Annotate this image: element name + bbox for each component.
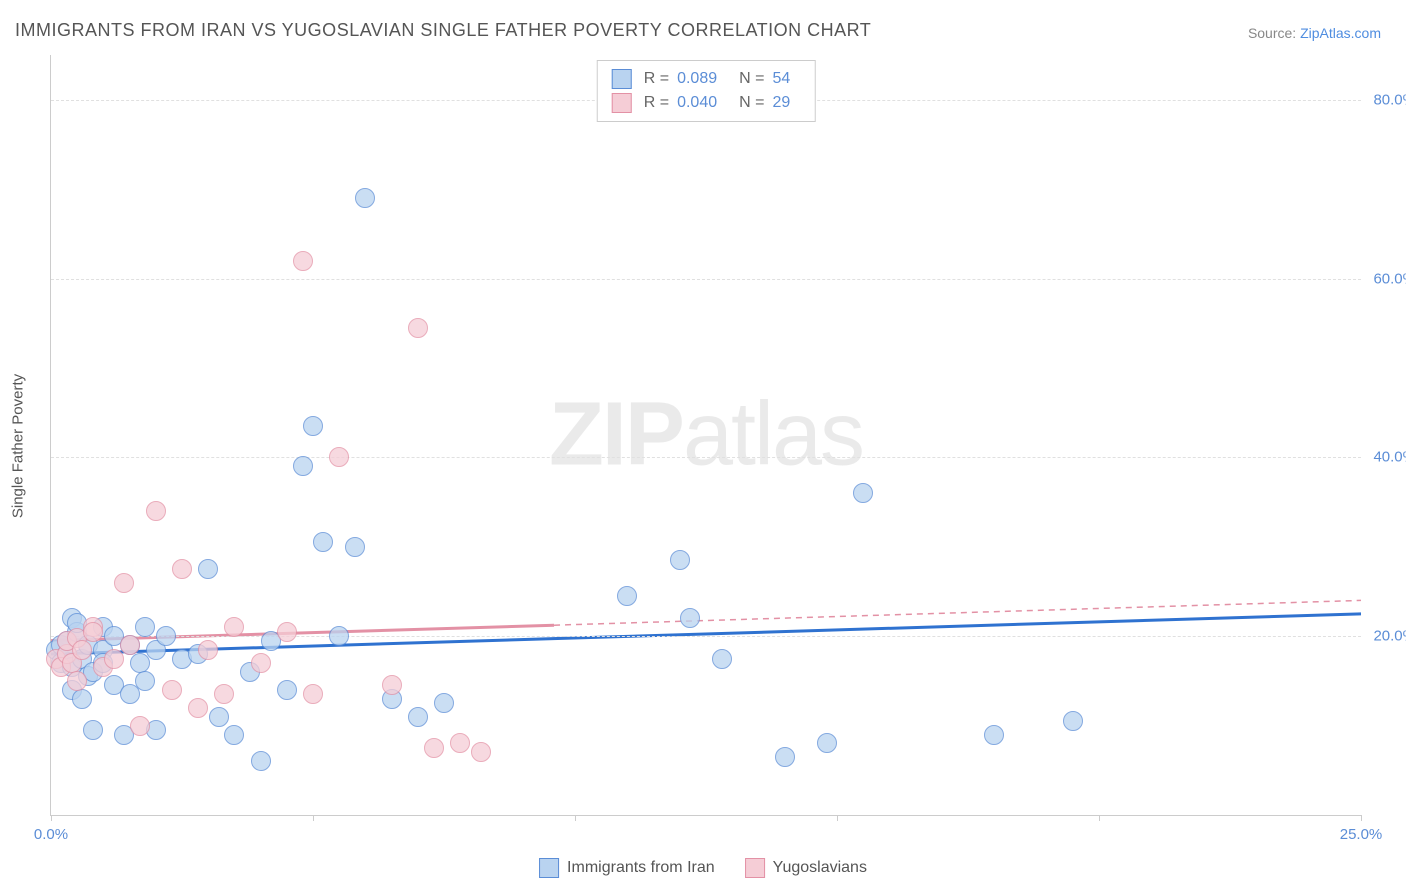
- data-point: [104, 649, 124, 669]
- data-point: [83, 720, 103, 740]
- data-point: [680, 608, 700, 628]
- x-tick-mark: [575, 815, 576, 821]
- data-point: [198, 559, 218, 579]
- data-point: [775, 747, 795, 767]
- data-point: [984, 725, 1004, 745]
- data-point: [345, 537, 365, 557]
- data-point: [303, 416, 323, 436]
- legend-swatch: [539, 858, 559, 878]
- data-point: [251, 653, 271, 673]
- data-point: [83, 622, 103, 642]
- data-point: [277, 680, 297, 700]
- chart-title: IMMIGRANTS FROM IRAN VS YUGOSLAVIAN SING…: [15, 20, 871, 41]
- data-point: [209, 707, 229, 727]
- data-point: [198, 640, 218, 660]
- x-tick-mark: [1361, 815, 1362, 821]
- data-point: [329, 626, 349, 646]
- data-point: [135, 671, 155, 691]
- x-tick-mark: [313, 815, 314, 821]
- n-value: 54: [772, 70, 790, 88]
- data-point: [712, 649, 732, 669]
- x-tick-mark: [51, 815, 52, 821]
- y-tick-label: 80.0%: [1366, 91, 1406, 108]
- data-point: [355, 188, 375, 208]
- data-point: [224, 617, 244, 637]
- data-point: [450, 733, 470, 753]
- data-point: [135, 617, 155, 637]
- data-point: [156, 626, 176, 646]
- data-point: [172, 559, 192, 579]
- data-point: [434, 693, 454, 713]
- r-value: 0.040: [677, 94, 717, 112]
- data-point: [162, 680, 182, 700]
- watermark-rest: atlas: [683, 385, 863, 485]
- gridline: [51, 457, 1361, 458]
- gridline: [51, 636, 1361, 637]
- watermark: ZIPatlas: [549, 384, 863, 487]
- y-tick-label: 20.0%: [1366, 628, 1406, 645]
- legend-label: Yugoslavians: [773, 859, 867, 877]
- n-label: N =: [739, 70, 764, 88]
- trend-lines-layer: [51, 55, 1361, 815]
- data-point: [120, 684, 140, 704]
- stats-legend: R = 0.089 N = 54 R = 0.040 N = 29: [597, 60, 816, 122]
- x-tick-mark: [837, 815, 838, 821]
- bottom-legend: Immigrants from Iran Yugoslavians: [539, 858, 867, 878]
- legend-item: Yugoslavians: [745, 858, 867, 878]
- data-point: [293, 456, 313, 476]
- r-label: R =: [644, 70, 669, 88]
- data-point: [130, 716, 150, 736]
- data-point: [224, 725, 244, 745]
- legend-item: Immigrants from Iran: [539, 858, 715, 878]
- data-point: [303, 684, 323, 704]
- watermark-bold: ZIP: [549, 385, 683, 485]
- data-point: [72, 689, 92, 709]
- data-point: [471, 742, 491, 762]
- data-point: [188, 698, 208, 718]
- data-point: [817, 733, 837, 753]
- legend-swatch: [612, 93, 632, 113]
- data-point: [329, 447, 349, 467]
- data-point: [130, 653, 150, 673]
- x-tick-label: 0.0%: [34, 826, 68, 843]
- stats-legend-row: R = 0.089 N = 54: [612, 67, 801, 91]
- x-tick-label: 25.0%: [1340, 826, 1383, 843]
- x-tick-mark: [1099, 815, 1100, 821]
- r-value: 0.089: [677, 70, 717, 88]
- data-point: [408, 707, 428, 727]
- data-point: [214, 684, 234, 704]
- source-link[interactable]: ZipAtlas.com: [1300, 25, 1381, 41]
- data-point: [114, 573, 134, 593]
- data-point: [277, 622, 297, 642]
- data-point: [72, 640, 92, 660]
- legend-swatch: [745, 858, 765, 878]
- source-attribution: Source: ZipAtlas.com: [1248, 25, 1381, 41]
- stats-legend-row: R = 0.040 N = 29: [612, 91, 801, 115]
- data-point: [146, 501, 166, 521]
- data-point: [853, 483, 873, 503]
- data-point: [313, 532, 333, 552]
- y-axis-label: Single Father Poverty: [10, 374, 27, 518]
- y-tick-label: 40.0%: [1366, 449, 1406, 466]
- n-value: 29: [772, 94, 790, 112]
- gridline: [51, 279, 1361, 280]
- legend-label: Immigrants from Iran: [567, 859, 715, 877]
- data-point: [617, 586, 637, 606]
- data-point: [424, 738, 444, 758]
- y-tick-label: 60.0%: [1366, 270, 1406, 287]
- n-label: N =: [739, 94, 764, 112]
- legend-swatch: [612, 69, 632, 89]
- data-point: [293, 251, 313, 271]
- source-prefix: Source:: [1248, 25, 1300, 41]
- r-label: R =: [644, 94, 669, 112]
- data-point: [382, 675, 402, 695]
- data-point: [408, 318, 428, 338]
- data-point: [670, 550, 690, 570]
- chart-plot-area: ZIPatlas R =0.089N =54R =0.040N =29 20.0…: [50, 55, 1361, 816]
- data-point: [120, 635, 140, 655]
- data-point: [1063, 711, 1083, 731]
- data-point: [251, 751, 271, 771]
- data-point: [67, 671, 87, 691]
